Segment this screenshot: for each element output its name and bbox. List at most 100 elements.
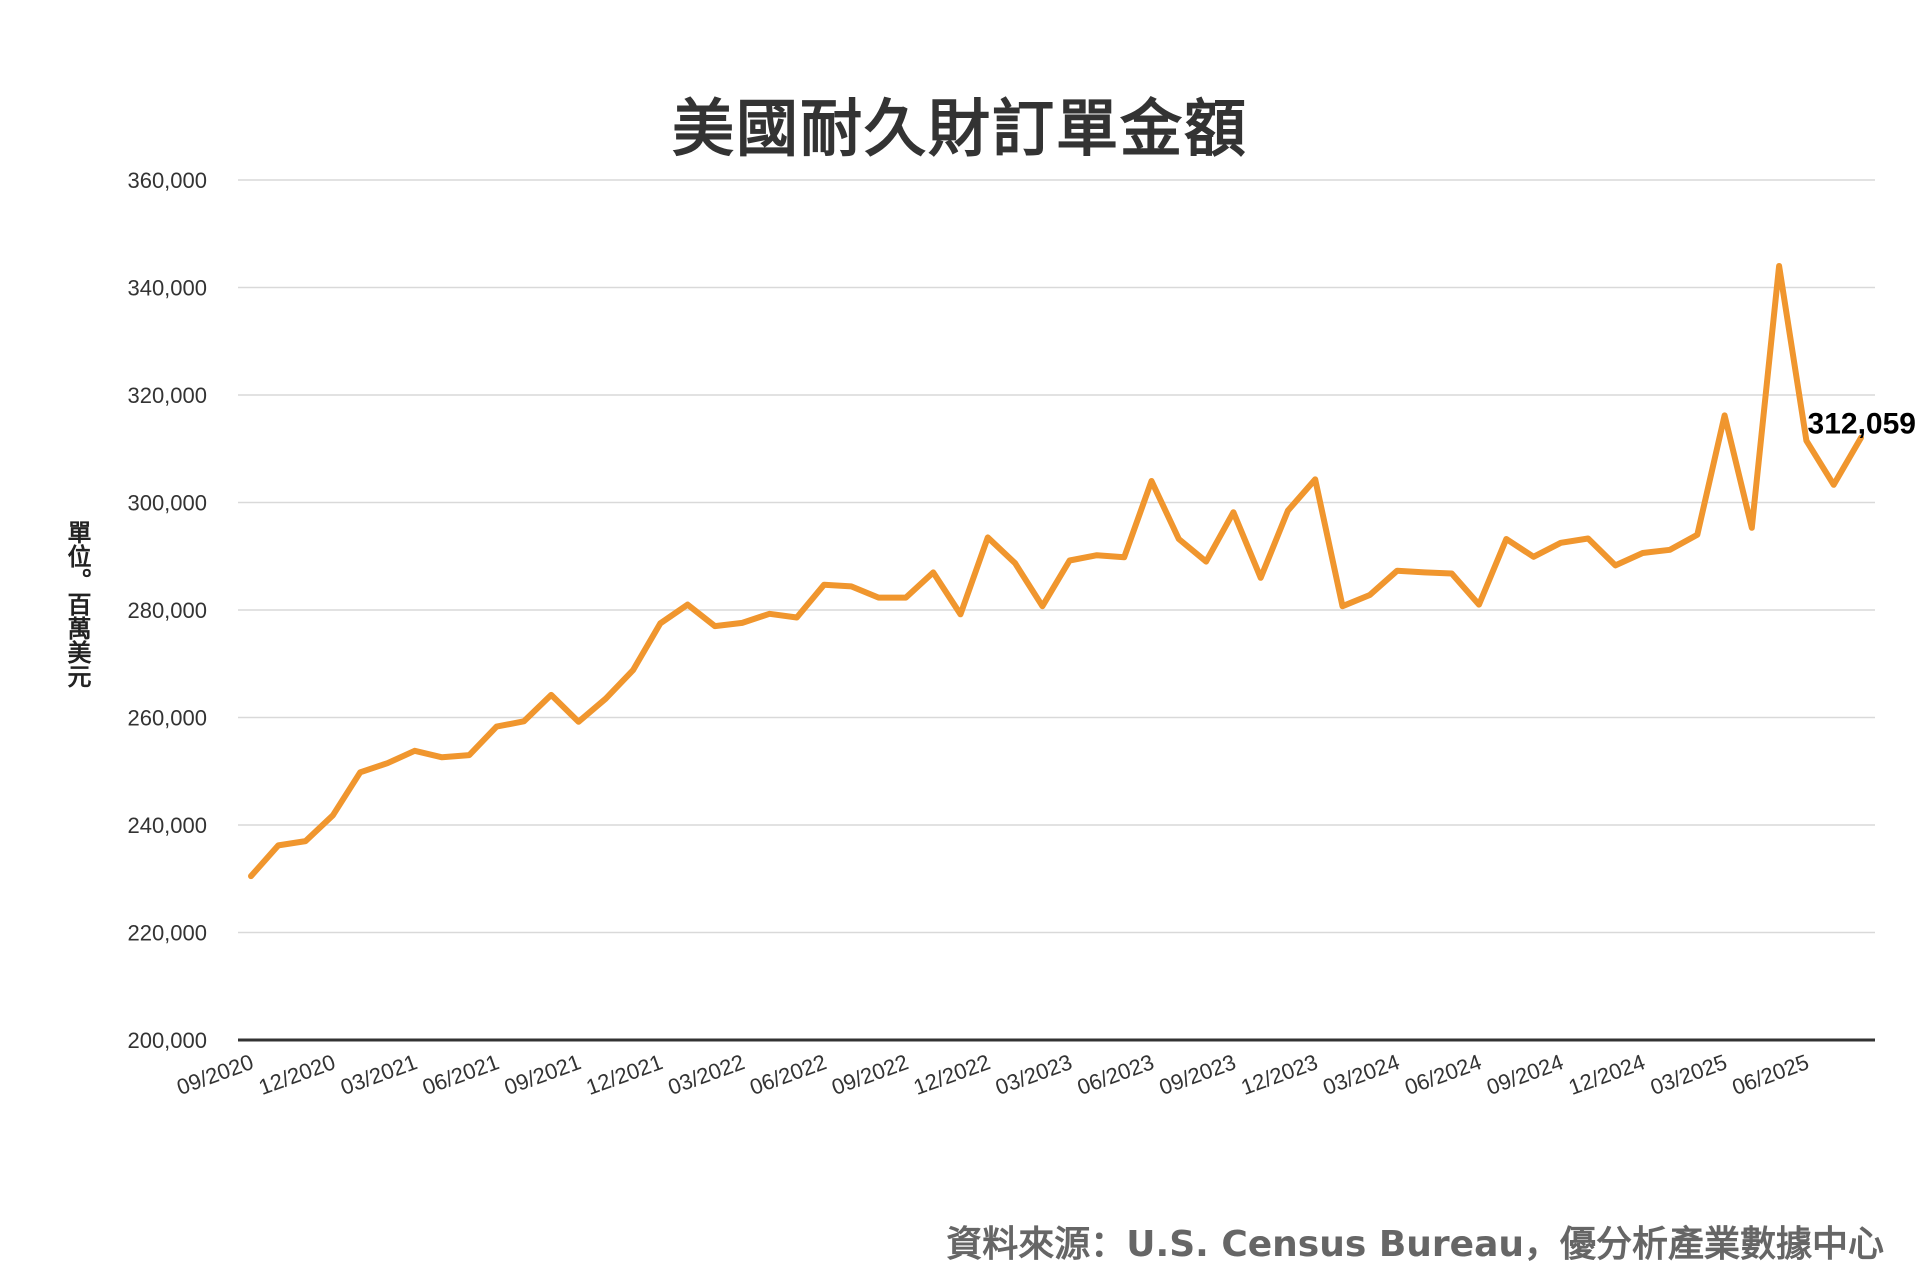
data-point bbox=[1203, 559, 1209, 565]
y-tick-label: 200,000 bbox=[127, 1028, 207, 1053]
x-tick-label: 06/2023 bbox=[1074, 1049, 1157, 1100]
x-tick-labels: 09/202012/202003/202106/202109/202112/20… bbox=[173, 1049, 1812, 1100]
x-tick-label: 06/2022 bbox=[746, 1049, 829, 1100]
data-point bbox=[930, 569, 936, 575]
data-point bbox=[712, 623, 718, 629]
x-tick-label: 09/2020 bbox=[173, 1049, 256, 1100]
x-tick-label: 03/2021 bbox=[337, 1049, 420, 1100]
y-tick-labels: 200,000 220,000 240,000 260,000 280,000 300,0… bbox=[127, 168, 207, 1053]
data-point bbox=[275, 842, 281, 848]
data-point bbox=[1612, 562, 1618, 568]
x-tick-label: 06/2024 bbox=[1401, 1049, 1484, 1100]
data-point bbox=[739, 620, 745, 626]
data-point bbox=[985, 534, 991, 540]
series-line bbox=[248, 263, 1864, 880]
data-point bbox=[766, 611, 772, 617]
x-tick-label: 09/2023 bbox=[1156, 1049, 1239, 1100]
data-point bbox=[903, 595, 909, 601]
data-point bbox=[1039, 603, 1045, 609]
last-value-label: 312,059 bbox=[1808, 408, 1916, 441]
data-point bbox=[575, 719, 581, 725]
data-point bbox=[1394, 568, 1400, 574]
data-point bbox=[1558, 540, 1564, 546]
data-point bbox=[1421, 569, 1427, 575]
data-point bbox=[494, 724, 500, 730]
data-point bbox=[1176, 536, 1182, 542]
data-point bbox=[1340, 603, 1346, 609]
data-point bbox=[657, 620, 663, 626]
data-point bbox=[821, 582, 827, 588]
data-point bbox=[1831, 482, 1837, 488]
data-point bbox=[876, 595, 882, 601]
data-point bbox=[384, 760, 390, 766]
x-tick-label: 03/2023 bbox=[992, 1049, 1075, 1100]
x-tick-label: 12/2022 bbox=[910, 1049, 993, 1100]
y-tick-label: 360,000 bbox=[127, 168, 207, 193]
y-axis-label: 單位。百萬美元 bbox=[63, 520, 91, 688]
x-tick-label: 06/2021 bbox=[419, 1049, 502, 1100]
data-point bbox=[521, 718, 527, 724]
x-tick-label: 12/2024 bbox=[1565, 1049, 1648, 1100]
data-point bbox=[603, 696, 609, 702]
data-point bbox=[1640, 550, 1646, 556]
data-point bbox=[957, 611, 963, 617]
data-point bbox=[1776, 263, 1782, 269]
data-point bbox=[794, 615, 800, 621]
data-point bbox=[439, 754, 445, 760]
data-point bbox=[1367, 592, 1373, 598]
y-tick-label: 280,000 bbox=[127, 598, 207, 623]
x-tick-label: 12/2020 bbox=[255, 1049, 338, 1100]
data-point bbox=[1503, 536, 1509, 542]
source-note: 資料來源：U.S. Census Bureau，優分析產業數據中心 bbox=[946, 1224, 1884, 1265]
x-tick-label: 12/2023 bbox=[1238, 1049, 1321, 1100]
data-point bbox=[1312, 476, 1318, 482]
x-tick-label: 09/2022 bbox=[828, 1049, 911, 1100]
data-point bbox=[1067, 558, 1073, 564]
x-tick-label: 03/2022 bbox=[665, 1049, 748, 1100]
data-point bbox=[1749, 525, 1755, 531]
data-point bbox=[466, 752, 472, 758]
y-tick-label: 340,000 bbox=[127, 276, 207, 301]
data-point bbox=[1449, 570, 1455, 576]
data-point bbox=[1012, 560, 1018, 566]
chart-title: 美國耐久財訂單金額 bbox=[671, 92, 1248, 165]
data-point bbox=[1285, 508, 1291, 514]
data-point bbox=[1476, 602, 1482, 608]
data-point bbox=[1722, 412, 1728, 418]
y-tick-label: 320,000 bbox=[127, 383, 207, 408]
x-tick-label: 09/2021 bbox=[501, 1049, 584, 1100]
y-tick-label: 260,000 bbox=[127, 706, 207, 731]
y-tick-label: 220,000 bbox=[127, 921, 207, 946]
data-point bbox=[848, 583, 854, 589]
data-point bbox=[1858, 435, 1864, 441]
x-tick-label: 03/2025 bbox=[1647, 1049, 1730, 1100]
x-tick-label: 09/2024 bbox=[1483, 1049, 1566, 1100]
data-point bbox=[685, 602, 691, 608]
data-point bbox=[630, 667, 636, 673]
data-point bbox=[1803, 438, 1809, 444]
x-tick-label: 06/2025 bbox=[1729, 1049, 1812, 1100]
data-point bbox=[1230, 509, 1236, 515]
gridlines bbox=[238, 179, 1875, 1042]
y-tick-label: 240,000 bbox=[127, 813, 207, 838]
data-point bbox=[1121, 554, 1127, 560]
data-point bbox=[357, 769, 363, 775]
data-point bbox=[248, 873, 254, 879]
x-tick-label: 12/2021 bbox=[583, 1049, 666, 1100]
data-point bbox=[1585, 536, 1591, 542]
data-point bbox=[1667, 547, 1673, 553]
data-point bbox=[1531, 554, 1537, 560]
data-labels: 312,059 bbox=[1808, 408, 1916, 441]
data-point bbox=[1094, 552, 1100, 558]
y-tick-label: 300,000 bbox=[127, 491, 207, 516]
data-point bbox=[548, 692, 554, 698]
data-point bbox=[1694, 532, 1700, 538]
data-point bbox=[330, 812, 336, 818]
data-point bbox=[412, 748, 418, 754]
data-point bbox=[1258, 575, 1264, 581]
series-group bbox=[248, 263, 1864, 880]
data-point bbox=[303, 838, 309, 844]
x-tick-label: 03/2024 bbox=[1320, 1049, 1403, 1100]
